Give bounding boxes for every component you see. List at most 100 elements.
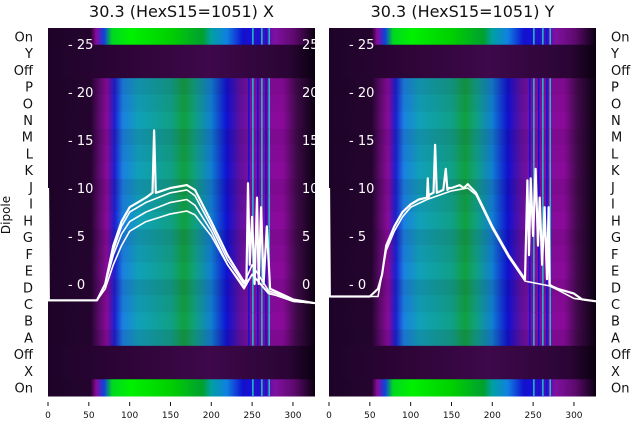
- row-label: X: [611, 365, 620, 380]
- heatmap-row: [329, 362, 596, 380]
- heatmap-stripe: [529, 161, 531, 179]
- row-label: K: [24, 164, 33, 179]
- overlay-y-tick-label: - 15: [68, 134, 93, 149]
- x-tick-label: 150: [443, 411, 460, 421]
- row-label: Off: [611, 64, 631, 79]
- heatmap-stripe: [542, 312, 544, 330]
- heatmap-stripe: [257, 94, 259, 112]
- heatmap-stripe: [265, 28, 267, 45]
- heatmap-stripe: [268, 178, 270, 196]
- heatmap-row: [48, 312, 315, 330]
- heatmap-stripe: [248, 94, 250, 112]
- overlay-y-tick-label: - 5: [349, 230, 366, 245]
- row-label: H: [23, 214, 33, 229]
- overlay-y-tick-label-secondary: 0: [302, 278, 310, 293]
- overlay-y-tick-label-secondary: 20: [302, 86, 319, 101]
- heatmap-stripe: [549, 178, 551, 196]
- heatmap-stripe: [542, 145, 544, 162]
- heatmap-stripe: [533, 295, 535, 313]
- heatmap-stripe: [533, 94, 535, 112]
- heatmap-stripe: [268, 312, 270, 330]
- heatmap-stripe: [538, 28, 540, 45]
- heatmap-stripe: [265, 379, 267, 396]
- row-label: F: [611, 248, 618, 263]
- heatmap-stripe: [261, 262, 263, 279]
- heatmap-row: [329, 111, 596, 129]
- heatmap-row: [48, 195, 315, 213]
- heatmap-stripe: [261, 178, 263, 196]
- heatmap-stripe: [546, 195, 548, 212]
- heatmap-stripe: [542, 111, 544, 129]
- heatmap-stripe: [538, 128, 540, 146]
- heatmap-stripe: [546, 212, 548, 229]
- heatmap-stripe: [252, 262, 254, 279]
- heatmap-row: [48, 161, 315, 180]
- overlay-y-tick-label: - 5: [68, 230, 85, 245]
- heatmap-stripe: [529, 78, 531, 95]
- heatmap-stripe: [546, 329, 548, 346]
- heatmap-stripe: [529, 312, 531, 330]
- heatmap-row: [329, 228, 596, 246]
- heatmap-stripe: [538, 329, 540, 346]
- overlay-y-tick-label: - 15: [349, 134, 374, 149]
- heatmap-stripe: [529, 379, 531, 396]
- heatmap-stripe: [538, 178, 540, 196]
- heatmap-row: [48, 228, 315, 246]
- heatmap-stripe: [268, 111, 270, 129]
- row-label: J: [610, 181, 615, 196]
- row-label: On: [15, 30, 33, 45]
- heatmap-stripe: [257, 161, 259, 179]
- heatmap-row: [329, 161, 596, 180]
- overlay-y-tick-label: - 25: [349, 38, 374, 53]
- heatmap-stripe: [248, 329, 250, 346]
- heatmap-row: [48, 245, 315, 263]
- heatmap-stripe: [252, 28, 254, 45]
- overlay-y-tick-label: - 10: [349, 182, 374, 197]
- heatmap-stripe: [542, 262, 544, 279]
- heatmap-stripe: [542, 379, 544, 396]
- heatmap-stripe: [533, 161, 535, 179]
- row-label: O: [611, 97, 621, 112]
- heatmap-stripe: [542, 329, 544, 346]
- heatmap-stripe: [529, 94, 531, 112]
- heatmap-stripe: [542, 178, 544, 196]
- heatmap-stripe: [257, 128, 259, 146]
- heatmap-stripe: [252, 195, 254, 212]
- heatmap-stripe: [549, 379, 551, 396]
- heatmap-stripe: [257, 379, 259, 396]
- row-label: A: [611, 331, 620, 346]
- heatmap-stripe: [268, 195, 270, 212]
- row-label: B: [611, 315, 620, 330]
- heatmap-stripe: [549, 145, 551, 162]
- heatmap-stripe: [542, 128, 544, 146]
- heatmap-row: [329, 61, 596, 79]
- heatmap-stripe: [257, 295, 259, 313]
- overlay-y-tick-label-secondary: 5: [302, 230, 310, 245]
- row-label: Off: [14, 348, 34, 363]
- heatmap-stripe: [533, 312, 535, 330]
- heatmap-stripe: [257, 28, 259, 45]
- heatmap-stripe: [248, 78, 250, 95]
- heatmap-stripe: [533, 379, 535, 396]
- heatmap-stripe: [268, 329, 270, 346]
- heatmap-stripe: [252, 128, 254, 146]
- heatmap-stripe: [533, 262, 535, 279]
- heatmap-stripe: [549, 161, 551, 179]
- heatmap-stripe: [252, 94, 254, 112]
- row-label: Y: [610, 47, 619, 62]
- heatmap-stripe: [261, 145, 263, 162]
- heatmap-stripe: [268, 128, 270, 146]
- heatmap-stripe: [252, 78, 254, 95]
- heatmap-stripe: [529, 111, 531, 129]
- row-label: N: [611, 114, 621, 129]
- heatmap-stripe: [549, 295, 551, 313]
- overlay-y-tick-label: - 25: [68, 38, 93, 53]
- heatmap-row: [48, 295, 315, 313]
- heatmap-row: [48, 329, 315, 347]
- row-label: K: [611, 164, 620, 179]
- row-label: P: [611, 81, 619, 96]
- heatmap-stripe: [538, 78, 540, 95]
- heatmap-stripe: [542, 278, 544, 296]
- heatmap-stripe: [533, 78, 535, 95]
